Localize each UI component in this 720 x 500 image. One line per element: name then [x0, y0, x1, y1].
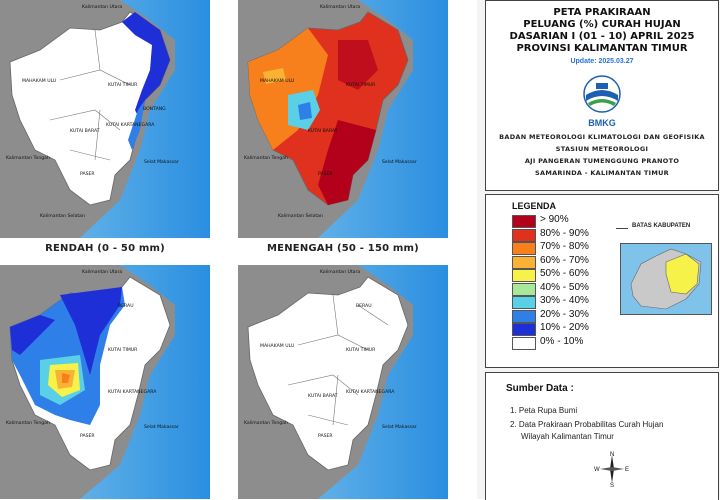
legend-label: 40% - 50%	[540, 281, 589, 293]
legend-label: 10% - 20%	[540, 322, 589, 333]
map-panel-menengah: Kalimantan Utara MAHAKAM ULU KUTAI TIMUR…	[238, 0, 448, 238]
svg-text:MAHAKAM ULU: MAHAKAM ULU	[22, 78, 56, 84]
svg-text:BERAU: BERAU	[356, 303, 372, 309]
legend-swatch	[512, 242, 536, 255]
svg-text:PASER: PASER	[318, 171, 333, 177]
map-panel-3: Kalimantan Utara BERAU KUTAI TIMUR KUTAI…	[0, 265, 210, 499]
legend-item: 20% - 30%	[512, 308, 622, 323]
source-item-3: Wilayah Kalimantan Timur	[521, 432, 614, 441]
legend-swatch	[512, 255, 536, 269]
legend-box: LEGENDA > 90% 80% - 90% 70% - 80% 60% - 70%…	[485, 194, 719, 368]
svg-text:PASER: PASER	[80, 171, 95, 177]
legend-label: 50% - 60%	[540, 268, 589, 279]
title-line-3: DASARIAN I (01 - 10) APRIL 2025	[509, 31, 695, 42]
legend-item: 30% - 40%	[512, 295, 622, 309]
legend-label: 20% - 30%	[540, 308, 589, 320]
svg-text:E: E	[625, 467, 629, 473]
agency-line-4: SAMARINDA - KALIMANTAN TIMUR	[535, 169, 669, 177]
update-date: Update: 2025.03.27	[570, 58, 634, 65]
legend-item: 60% - 70%	[512, 254, 622, 269]
legend-item: 70% - 80%	[512, 241, 622, 255]
title-line-1: PETA PRAKIRAAN	[553, 7, 651, 18]
agency-line-2: STASIUN METEOROLOGI	[555, 145, 649, 153]
svg-text:PASER: PASER	[318, 433, 333, 439]
sources-box: Sumber Data : 1. Peta Rupa Bumi 2. Data …	[485, 372, 719, 500]
bmkg-logo-text: BMKG	[588, 118, 616, 128]
legend-swatch	[512, 336, 536, 350]
svg-text:Kalimantan Utara: Kalimantan Utara	[82, 269, 122, 275]
svg-text:Selat Makassar: Selat Makassar	[144, 424, 179, 430]
svg-text:S: S	[610, 483, 614, 487]
legend-item: > 90%	[512, 214, 622, 228]
svg-text:Kalimantan Tengah: Kalimantan Tengah	[244, 420, 288, 426]
svg-text:KUTAI KARTANEGARA: KUTAI KARTANEGARA	[346, 389, 395, 395]
legend-title: LEGENDA	[512, 201, 557, 211]
panel-caption-menengah: MENENGAH (50 - 150 mm)	[267, 243, 419, 254]
svg-text:Selat Makassar: Selat Makassar	[144, 159, 179, 165]
legend-swatch	[512, 269, 536, 282]
svg-text:MAHAKAM ULU: MAHAKAM ULU	[260, 343, 294, 349]
svg-text:Kalimantan Selatan: Kalimantan Selatan	[40, 213, 85, 219]
title-line-2: PELUANG (%) CURAH HUJAN	[523, 19, 681, 30]
svg-text:Kalimantan Tengah: Kalimantan Tengah	[6, 420, 50, 426]
inset-map	[620, 243, 712, 315]
title-line-4: PROVINSI KALIMANTAN TIMUR	[516, 43, 688, 54]
svg-text:KUTAI BARAT: KUTAI BARAT	[308, 393, 338, 399]
svg-text:Kalimantan Utara: Kalimantan Utara	[320, 4, 360, 10]
map-panel-rendah: Kalimantan Utara MAHAKAM ULU KUTAI TIMUR…	[0, 0, 210, 238]
boundary-label: BATAS KABUPATEN	[632, 223, 691, 229]
legend-item: 80% - 90%	[512, 227, 622, 242]
legend-label: 80% - 90%	[540, 227, 589, 239]
svg-text:BERAU: BERAU	[118, 303, 134, 309]
legend-label: 70% - 80%	[540, 241, 589, 252]
boundary-legend: BATAS KABUPATEN	[616, 223, 716, 233]
legend-item: 50% - 60%	[512, 268, 622, 282]
compass-icon: N S E W	[594, 451, 630, 489]
legend-item: 10% - 20%	[512, 322, 622, 336]
legend-label: 60% - 70%	[540, 254, 589, 266]
svg-text:BONTANG: BONTANG	[143, 106, 166, 112]
legend-item: 0% - 10%	[512, 335, 622, 350]
bmkg-logo: BMKG	[582, 75, 622, 128]
legend-label: 0% - 10%	[540, 335, 584, 347]
svg-text:Kalimantan Tengah: Kalimantan Tengah	[6, 155, 50, 161]
svg-text:KUTAI TIMUR: KUTAI TIMUR	[108, 82, 138, 88]
legend-swatch	[512, 296, 536, 309]
legend-swatch	[512, 215, 536, 228]
source-item-1: 1. Peta Rupa Bumi	[510, 406, 578, 415]
agency-line-3: AJI PANGERAN TUMENGGUNG PRANOTO	[524, 157, 680, 165]
svg-text:KUTAI TIMUR: KUTAI TIMUR	[346, 347, 376, 353]
svg-text:KUTAI BARAT: KUTAI BARAT	[308, 128, 338, 134]
svg-text:Kalimantan Utara: Kalimantan Utara	[320, 269, 360, 275]
svg-text:Selat Makassar: Selat Makassar	[382, 424, 417, 430]
legend-item: 40% - 50%	[512, 281, 622, 296]
legend-swatch	[512, 282, 536, 296]
svg-text:Kalimantan Tengah: Kalimantan Tengah	[244, 155, 288, 161]
panel-caption-rendah: RENDAH (0 - 50 mm)	[45, 243, 165, 254]
sources-title: Sumber Data :	[506, 383, 574, 394]
svg-text:KUTAI TIMUR: KUTAI TIMUR	[346, 82, 376, 88]
svg-text:MAHAKAM ULU: MAHAKAM ULU	[260, 78, 294, 84]
info-column: PETA PRAKIRAAN PELUANG (%) CURAH HUJAN D…	[477, 0, 720, 500]
source-item-2: 2. Data Prakiraan Probabilitas Curah Huj…	[510, 420, 664, 429]
svg-text:Kalimantan Utara: Kalimantan Utara	[82, 4, 122, 10]
svg-text:PASER: PASER	[80, 433, 95, 439]
svg-text:Selat Makassar: Selat Makassar	[382, 159, 417, 165]
legend-swatch	[512, 228, 536, 242]
svg-text:KUTAI KARTANEGARA: KUTAI KARTANEGARA	[106, 122, 155, 128]
legend-label: 30% - 40%	[540, 295, 589, 306]
agency-line-1: BADAN METEOROLOGI KLIMATOLOGI DAN GEOFIS…	[499, 133, 705, 141]
map-panel-4: Kalimantan Utara BERAU MAHAKAM ULU KUTAI…	[238, 265, 448, 499]
svg-text:KUTAI BARAT: KUTAI BARAT	[70, 128, 100, 134]
legend-label: > 90%	[540, 214, 569, 225]
legend-swatch	[512, 309, 536, 323]
svg-text:W: W	[594, 467, 600, 473]
svg-text:N: N	[610, 452, 614, 458]
svg-text:KUTAI TIMUR: KUTAI TIMUR	[108, 347, 138, 353]
svg-text:Kalimantan Selatan: Kalimantan Selatan	[278, 213, 323, 219]
title-box: PETA PRAKIRAAN PELUANG (%) CURAH HUJAN D…	[485, 0, 719, 191]
legend-swatch	[512, 323, 536, 336]
svg-text:KUTAI KARTANEGARA: KUTAI KARTANEGARA	[108, 389, 157, 395]
